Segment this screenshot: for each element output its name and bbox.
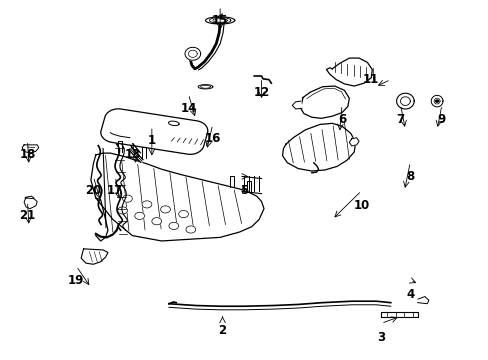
Polygon shape [184,47,200,60]
Text: 18: 18 [20,148,36,161]
Polygon shape [81,249,108,264]
Text: 1: 1 [147,134,156,147]
Circle shape [142,201,152,208]
Text: 12: 12 [253,86,269,99]
Text: 6: 6 [337,113,346,126]
Polygon shape [168,121,179,126]
Text: 19: 19 [68,274,84,287]
Polygon shape [24,196,37,209]
Circle shape [178,211,188,218]
Text: 11: 11 [363,73,379,86]
Circle shape [152,218,161,225]
Text: 10: 10 [353,199,369,212]
Text: 4: 4 [406,288,413,301]
Text: 20: 20 [85,184,101,197]
Circle shape [135,212,144,220]
Polygon shape [326,58,371,86]
Text: 13: 13 [124,148,140,161]
Polygon shape [348,138,358,146]
Text: 9: 9 [437,113,445,126]
Circle shape [185,226,195,233]
Polygon shape [435,100,438,102]
Text: 14: 14 [180,102,196,115]
Text: 5: 5 [240,184,248,197]
Polygon shape [205,17,234,24]
Text: 8: 8 [406,170,413,183]
Text: 3: 3 [376,331,385,344]
Text: 15: 15 [211,14,228,27]
Polygon shape [300,86,348,118]
Polygon shape [22,145,39,153]
Text: 21: 21 [20,210,36,222]
Text: 7: 7 [396,113,404,126]
Circle shape [160,206,170,213]
Text: 2: 2 [218,324,226,337]
Polygon shape [417,297,428,304]
Circle shape [118,207,127,214]
Polygon shape [292,101,302,109]
Polygon shape [430,95,442,107]
Polygon shape [396,93,413,109]
Text: 16: 16 [204,132,221,145]
Polygon shape [380,312,417,317]
Polygon shape [282,123,355,171]
Polygon shape [198,85,212,89]
Circle shape [168,222,178,229]
Circle shape [122,195,132,202]
Polygon shape [91,153,264,241]
Text: 17: 17 [107,184,123,197]
Polygon shape [101,109,207,154]
